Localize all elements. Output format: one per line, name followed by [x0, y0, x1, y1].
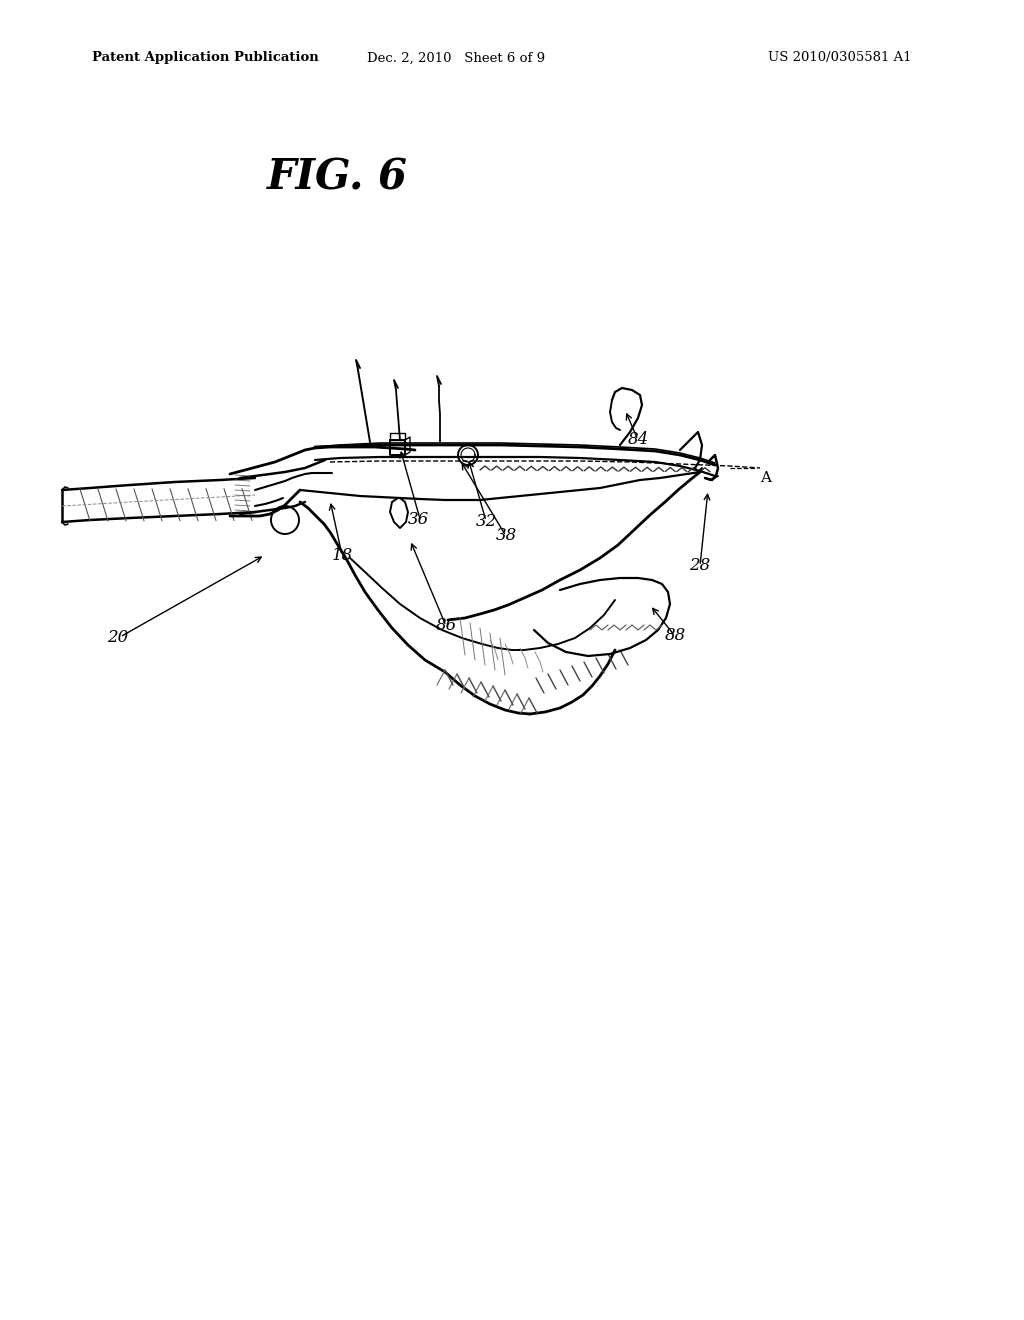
Text: Dec. 2, 2010   Sheet 6 of 9: Dec. 2, 2010 Sheet 6 of 9	[367, 51, 545, 65]
Text: 18: 18	[332, 546, 352, 564]
Text: 84: 84	[628, 432, 648, 449]
Text: 38: 38	[496, 528, 517, 544]
Text: 86: 86	[435, 618, 457, 635]
Text: Patent Application Publication: Patent Application Publication	[92, 51, 318, 65]
Text: FIG. 6: FIG. 6	[266, 157, 408, 199]
Text: 20: 20	[108, 628, 129, 645]
Text: A: A	[760, 471, 771, 484]
Text: US 2010/0305581 A1: US 2010/0305581 A1	[768, 51, 911, 65]
Text: 32: 32	[475, 512, 497, 529]
Text: 88: 88	[665, 627, 686, 644]
Text: 36: 36	[408, 511, 429, 528]
Text: 28: 28	[689, 557, 711, 574]
